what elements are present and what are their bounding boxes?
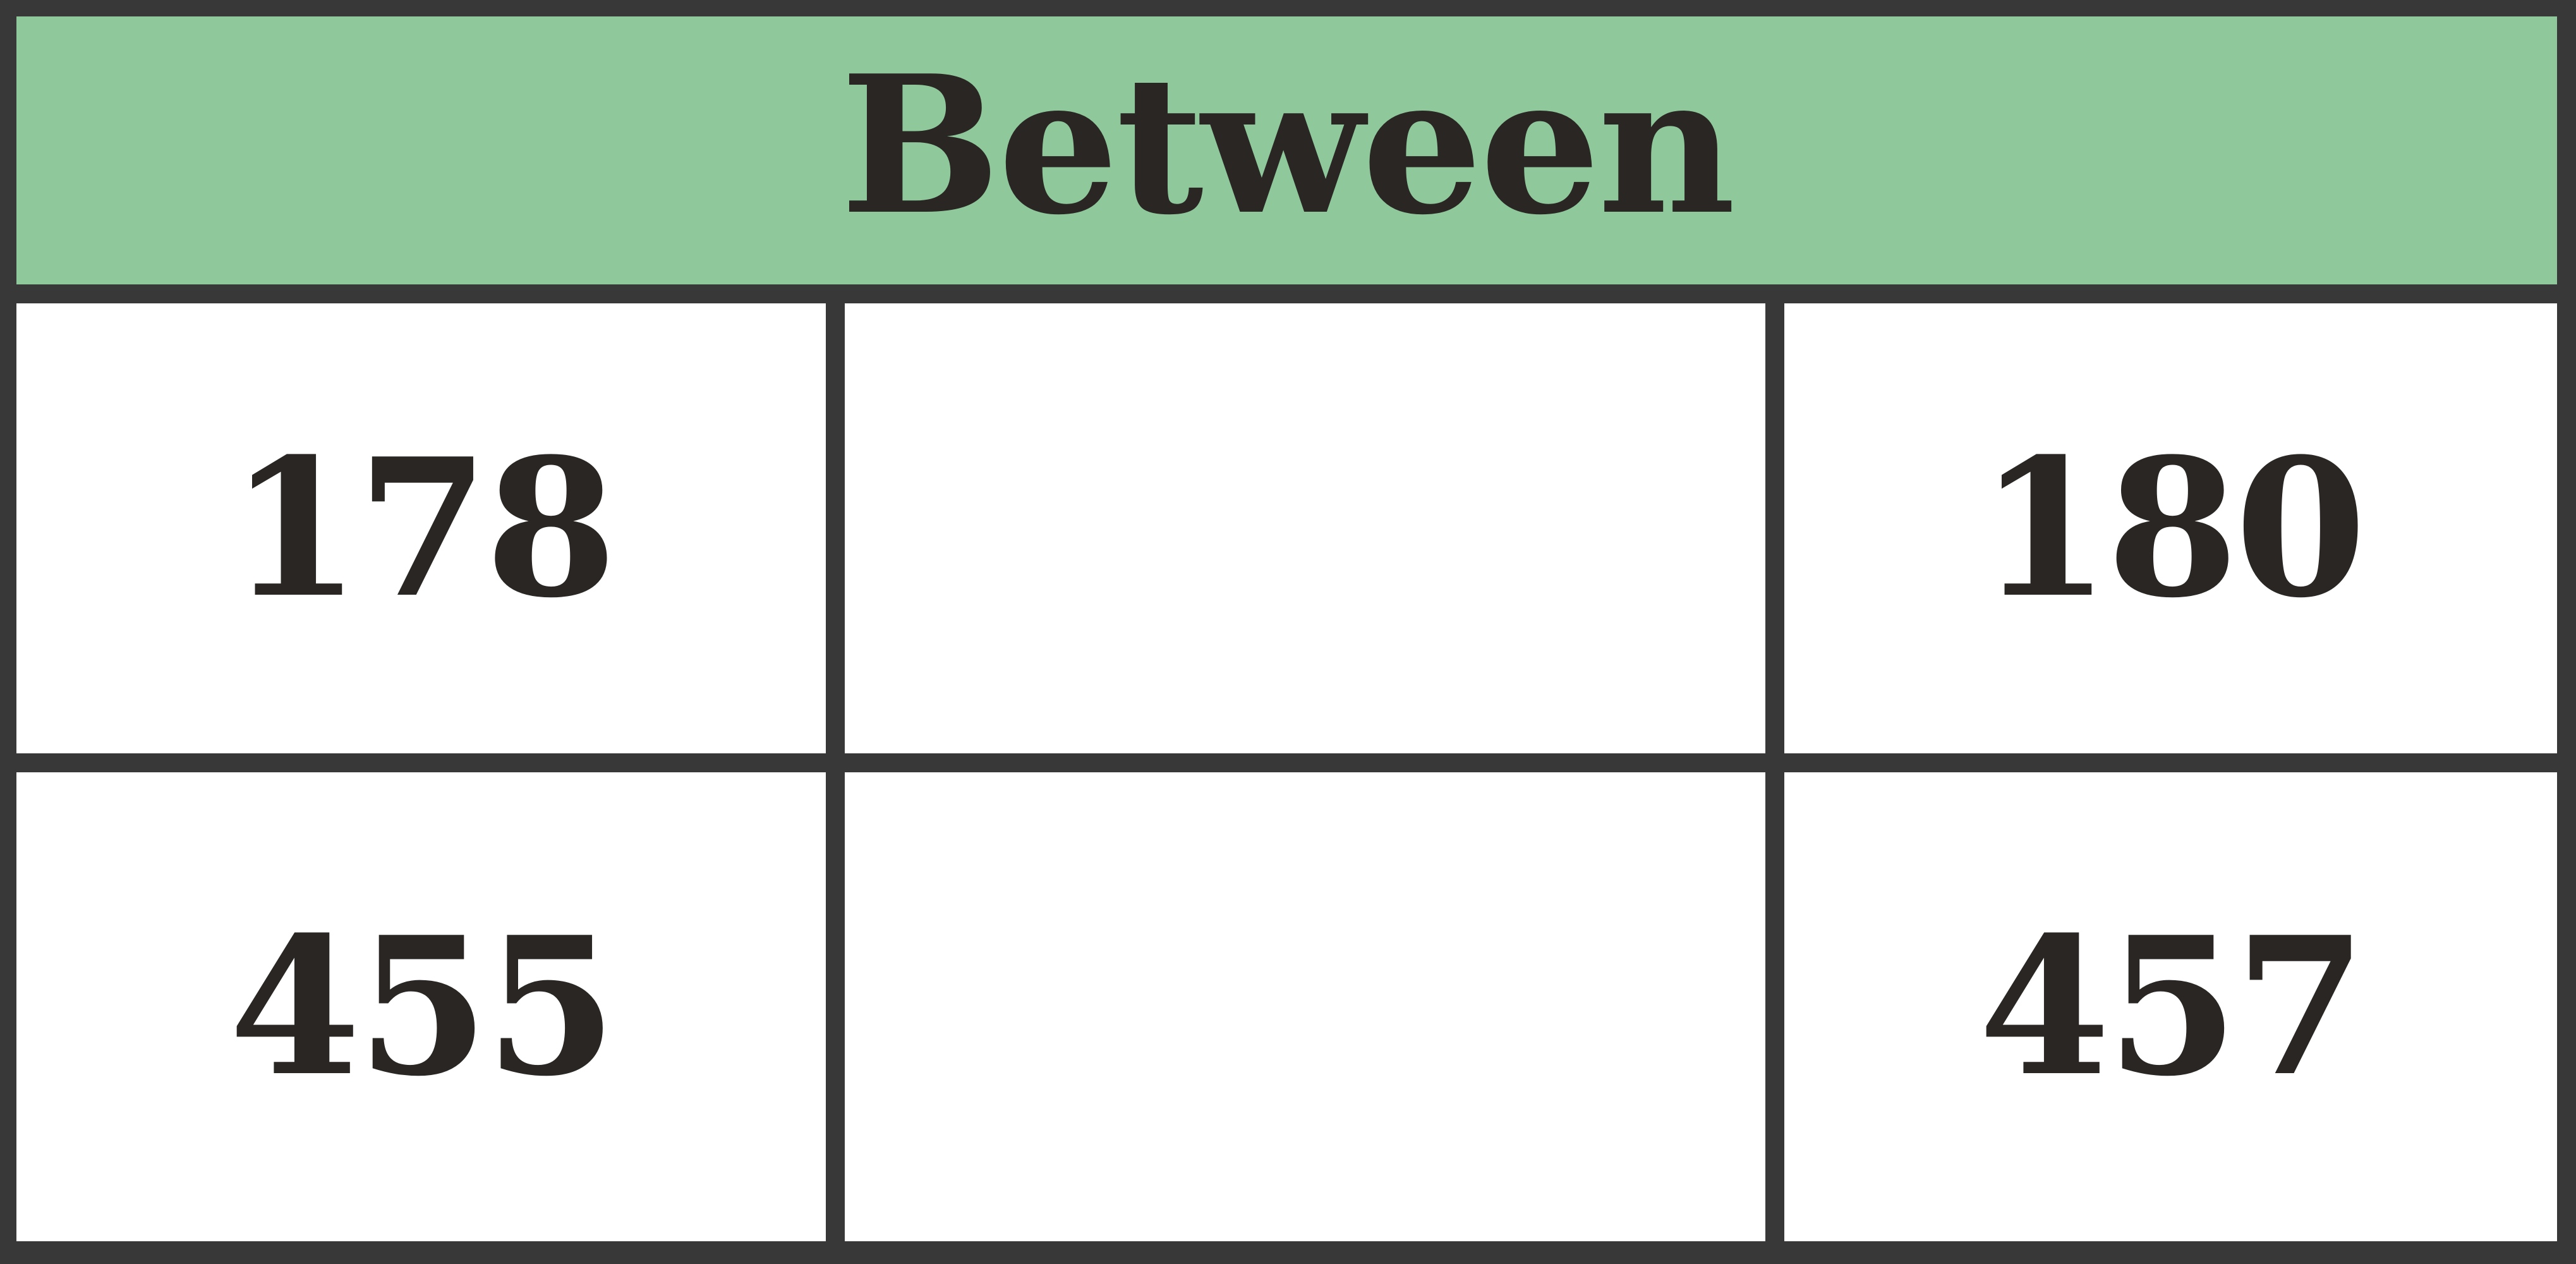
- row-1-middle-cell[interactable]: [845, 303, 1765, 753]
- row-2-right-value: 457: [1978, 895, 2366, 1118]
- header-title: Between: [840, 33, 1736, 257]
- row-2-left-cell: 455: [16, 772, 826, 1241]
- row-2-middle-cell[interactable]: [845, 772, 1765, 1241]
- table-header: Between: [16, 16, 2557, 284]
- row-2-left-value: 455: [229, 895, 617, 1118]
- row-1-left-value: 178: [229, 416, 617, 640]
- row-1-right-cell: 180: [1784, 303, 2557, 753]
- row-1-left-cell: 178: [16, 303, 826, 753]
- row-2-right-cell: 457: [1784, 772, 2557, 1241]
- row-1-right-value: 180: [1978, 416, 2366, 640]
